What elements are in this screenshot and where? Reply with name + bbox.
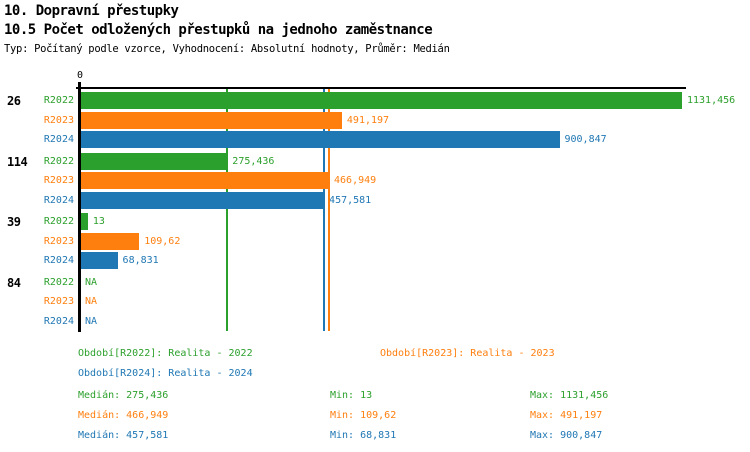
stat-min-r2023: Min: 109,62 [330, 410, 397, 421]
bar-r2024 [81, 131, 560, 148]
series-row-label: R2023 [43, 114, 74, 126]
bar-r2023 [81, 111, 342, 129]
bar-r2023 [81, 172, 330, 189]
bar-value-label: 68,831 [122, 255, 159, 266]
bar-value-label: 1131,456 [687, 95, 736, 106]
bar-value-label: 13 [92, 216, 105, 227]
legend-item-r2023: Období[R2023]: Realita - 2023 [380, 348, 555, 359]
bar-value-label: 275,436 [232, 155, 275, 167]
x-axis-origin-tick-label: 0 [76, 70, 84, 81]
series-row-label: R2022 [43, 276, 74, 288]
bar-value-label: 457,581 [329, 194, 372, 206]
indicator-subtitle: Typ: Počítaný podle vzorce, Vyhodnocení:… [4, 43, 450, 55]
x-axis-line [76, 87, 686, 89]
series-row-label: R2023 [43, 235, 74, 247]
group-label: 39 [7, 215, 21, 229]
y-axis-line [78, 82, 81, 332]
group-label: 84 [7, 275, 21, 290]
bar-value-label: 900,847 [564, 134, 607, 145]
series-row-label: R2024 [43, 134, 74, 145]
series-row-label: R2023 [43, 175, 74, 186]
indicator-title: 10.5 Počet odložených přestupků na jedno… [4, 22, 433, 38]
legend-item-r2022: Období[R2022]: Realita - 2022 [78, 348, 253, 359]
stat-max-r2023: Max: 491,197 [530, 410, 603, 421]
legend-item-r2024: Období[R2024]: Realita - 2024 [78, 368, 253, 379]
bar-na-label: NA [85, 276, 98, 288]
series-row-label: R2024 [43, 255, 74, 266]
stat-max-r2024: Max: 900,847 [530, 430, 603, 441]
stat-median-r2024: Medián: 457,581 [78, 430, 169, 441]
bar-value-label: 109,62 [144, 235, 181, 247]
bar-r2022 [81, 152, 228, 170]
series-row-label: R2022 [43, 155, 74, 167]
group-label: 26 [7, 94, 21, 108]
bar-r2023 [81, 232, 140, 250]
series-row-label: R2024 [43, 315, 74, 327]
bar-value-label: 466,949 [334, 175, 377, 186]
group-label: 114 [7, 154, 28, 169]
series-row-label: R2023 [43, 296, 74, 307]
median-line-r2022 [226, 89, 229, 331]
series-row-label: R2024 [43, 194, 74, 206]
bar-r2024 [81, 191, 325, 209]
series-row-label: R2022 [43, 95, 74, 106]
bar-na-label: NA [85, 315, 98, 327]
stat-median-r2023: Medián: 466,949 [78, 410, 169, 421]
bar-value-label: 491,197 [346, 114, 390, 126]
stat-median-r2022: Medián: 275,436 [78, 390, 169, 401]
series-row-label: R2022 [43, 216, 74, 227]
stat-min-r2022: Min: 13 [330, 390, 373, 401]
stat-min-r2024: Min: 68,831 [330, 430, 397, 441]
report-title: 10. Dopravní přestupky [4, 3, 179, 19]
bar-r2022 [81, 92, 682, 109]
median-line-r2023 [328, 89, 331, 331]
bar-r2022 [81, 213, 88, 230]
stat-max-r2022: Max: 1131,456 [530, 390, 609, 401]
bar-na-label: NA [85, 296, 98, 307]
bar-r2024 [81, 252, 118, 269]
median-line-r2024 [323, 89, 326, 331]
